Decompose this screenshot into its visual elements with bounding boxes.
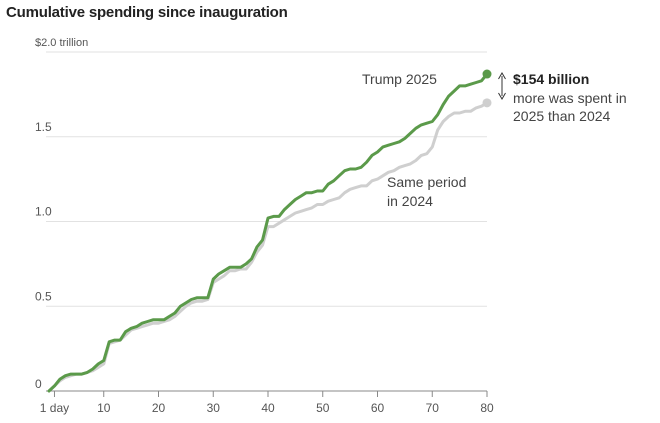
annotation-line2: 2025 than 2024 — [513, 108, 611, 124]
series-line-same-period-2024 — [47, 101, 489, 393]
x-tick-label: 40 — [261, 401, 275, 415]
x-tick-label: 80 — [480, 401, 494, 415]
series-label-same-period-line2: in 2024 — [387, 193, 433, 209]
y-tick-label: 0 — [35, 377, 42, 391]
x-tick-label: 1 day — [40, 401, 69, 415]
series-line-trump-2025 — [47, 72, 489, 393]
y-tick-label: $2.0 trillion — [35, 37, 88, 49]
difference-arrow — [498, 72, 506, 100]
y-tick-label: 0.5 — [35, 289, 52, 303]
y-tick-label: 1.5 — [35, 120, 52, 134]
x-tick-label: 70 — [426, 401, 440, 415]
annotation-line1: more was spent in — [513, 90, 627, 106]
series-lines — [47, 69, 492, 393]
series-end-point-trump-2025 — [482, 69, 492, 79]
chart-title: Cumulative spending since inauguration — [6, 4, 288, 21]
y-axis-labels: $2.0 trillion 1.5 1.0 0.5 0 — [35, 37, 88, 391]
x-tick-label: 10 — [97, 401, 111, 415]
series-label-same-period-line1: Same period — [387, 174, 466, 190]
x-axis-labels: 1 day 10 20 30 40 50 60 70 80 — [40, 391, 494, 415]
x-tick-label: 30 — [207, 401, 221, 415]
x-tick-label: 20 — [152, 401, 166, 415]
x-tick-label: 60 — [371, 401, 385, 415]
y-tick-label: 1.0 — [35, 205, 52, 219]
annotation-value: $154 billion — [513, 71, 589, 87]
series-label-trump-2025: Trump 2025 — [362, 71, 437, 87]
x-tick-label: 50 — [316, 401, 330, 415]
series-end-point-same-period-2024 — [482, 98, 492, 108]
